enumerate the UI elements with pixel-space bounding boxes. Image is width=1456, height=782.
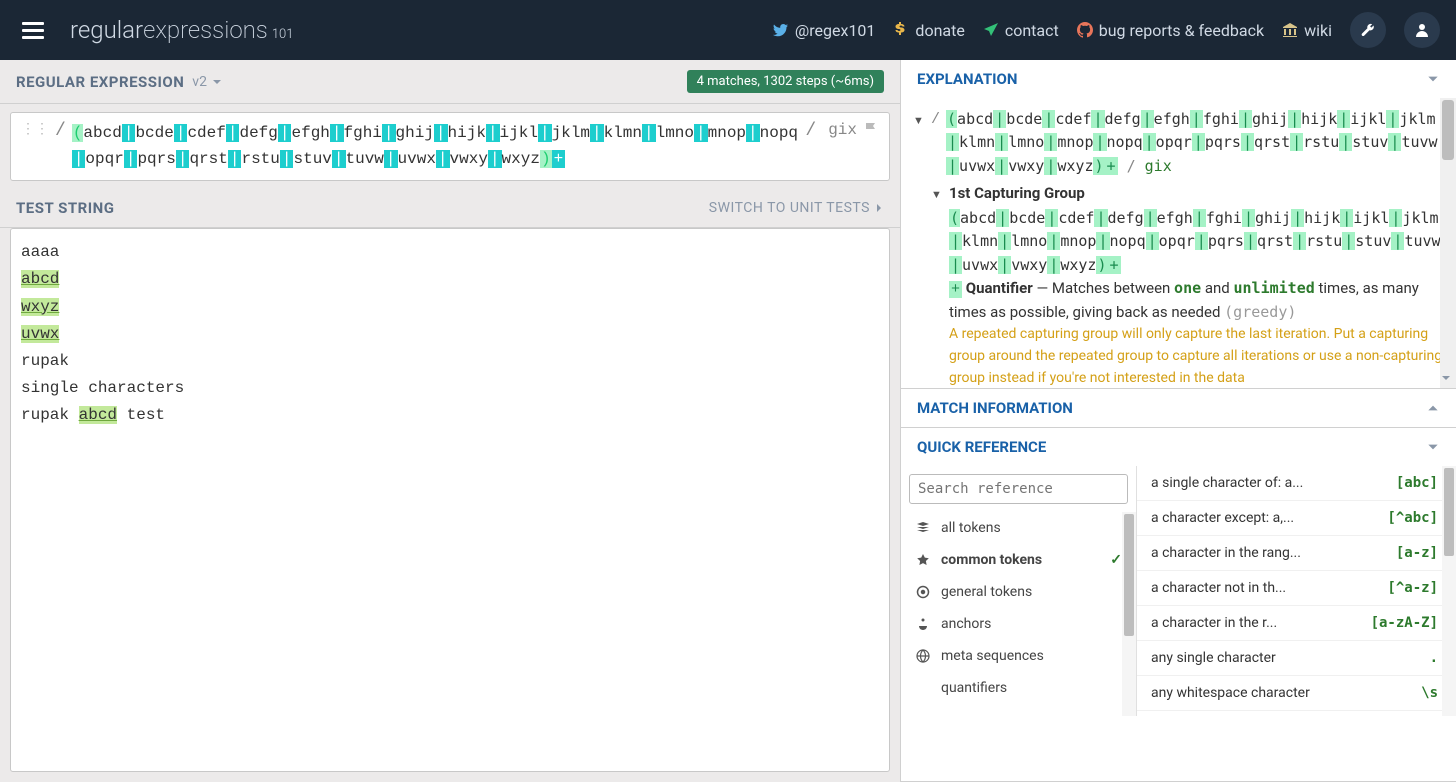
- twitter-icon: [773, 22, 789, 38]
- check-icon: ✓: [1110, 552, 1122, 568]
- regex-input[interactable]: ⋮⋮ / (abcd|bcde|cdef|defg|efgh|fghi|ghij…: [10, 112, 890, 181]
- quick-ref-header[interactable]: QUICK REFERENCE: [901, 428, 1456, 466]
- regex-version: v2: [192, 74, 207, 90]
- warning-text: A repeated capturing group will only cap…: [913, 324, 1444, 388]
- regex-title: REGULAR EXPRESSION: [16, 73, 184, 91]
- chevron-down-icon: [1426, 440, 1440, 454]
- ref-item[interactable]: any whitespace character\s: [1137, 676, 1456, 711]
- test-section-header: TEST STRING SWITCH TO UNIT TESTS: [0, 189, 900, 228]
- anchor-icon: [915, 617, 931, 631]
- nav-wiki[interactable]: wiki: [1282, 21, 1332, 40]
- chevron-up-icon: [1426, 401, 1440, 415]
- capturing-group-label: 1st Capturing Group: [949, 182, 1085, 205]
- logo-sub: 101: [272, 27, 294, 42]
- nav-donate[interactable]: donate: [893, 21, 964, 40]
- collapse-icon[interactable]: [1426, 401, 1440, 415]
- quick-ref-body: all tokenscommon tokens✓general tokensan…: [901, 466, 1456, 716]
- category-quantifiers[interactable]: quantifiers: [901, 672, 1136, 704]
- chevron-down-icon: [1426, 72, 1440, 86]
- version-dropdown[interactable]: [211, 76, 223, 88]
- explanation-body: ▼ / (abcd|bcde|cdef|defg|efgh|fghi|ghij|…: [901, 98, 1456, 388]
- ref-item[interactable]: a character not in th...[^a-z]: [1137, 571, 1456, 606]
- nav: @regex101 donate contact bug reports & feed…: [773, 12, 1440, 48]
- quantifier-label: Quantifier: [966, 279, 1033, 297]
- quick-ref-title: QUICK REFERENCE: [917, 438, 1046, 456]
- ref-item[interactable]: a character in the r...[a-zA-Z]: [1137, 606, 1456, 641]
- globe-icon: [915, 649, 931, 663]
- ref-item[interactable]: a single character of: a...[abc]: [1137, 466, 1456, 501]
- chevron-right-icon: [874, 203, 884, 213]
- match-info-title: MATCH INFORMATION: [917, 399, 1073, 417]
- nav-contact[interactable]: contact: [983, 21, 1059, 40]
- switch-unit-tests-link[interactable]: SWITCH TO UNIT TESTS: [709, 200, 884, 216]
- quick-reference-panel: QUICK REFERENCE all tokenscommon tokens✓…: [901, 428, 1456, 782]
- wrench-icon: [1360, 22, 1376, 38]
- category-general-tokens[interactable]: general tokens: [901, 576, 1136, 608]
- expand-toggle[interactable]: ▼: [931, 186, 943, 203]
- collapse-icon[interactable]: [1426, 72, 1440, 86]
- regex-section-header: REGULAR EXPRESSION v2 4 matches, 1302 st…: [0, 60, 900, 104]
- stack-icon: [915, 521, 931, 535]
- chevron-down-icon: [211, 76, 223, 88]
- explanation-title: EXPLANATION: [917, 70, 1017, 88]
- ref-item[interactable]: a character in the rang...[a-z]: [1137, 536, 1456, 571]
- bank-icon: [1282, 22, 1298, 38]
- collapse-icon[interactable]: [1426, 440, 1440, 454]
- logo-text-1: regular: [70, 16, 143, 44]
- flag-icon[interactable]: [863, 121, 879, 137]
- drag-handle[interactable]: ⋮⋮: [21, 121, 49, 138]
- regex-delim-open: /: [55, 121, 66, 141]
- left-panel: REGULAR EXPRESSION v2 4 matches, 1302 st…: [0, 60, 900, 782]
- explanation-group-regex: (abcd|bcde|cdef|defg|efgh|fghi|ghij|hijk…: [931, 207, 1444, 277]
- scroll-down-icon[interactable]: [1440, 372, 1452, 384]
- logo-text-2: expressions: [143, 16, 268, 44]
- match-badge: 4 matches, 1302 steps (~6ms): [687, 70, 884, 93]
- ref-item[interactable]: any single character.: [1137, 641, 1456, 676]
- right-panel: EXPLANATION ▼ / (abcd|bcde|cdef|defg|efg…: [900, 60, 1456, 782]
- quick-ref-categories: all tokenscommon tokens✓general tokensan…: [901, 466, 1137, 716]
- target-icon: [915, 585, 931, 599]
- scrollbar[interactable]: [1442, 466, 1456, 716]
- quick-ref-items: a single character of: a...[abc]a charac…: [1137, 466, 1456, 716]
- user-icon: [1414, 22, 1430, 38]
- test-title: TEST STRING: [16, 199, 114, 217]
- plus-token: +: [949, 281, 962, 298]
- explanation-panel: EXPLANATION ▼ / (abcd|bcde|cdef|defg|efg…: [901, 60, 1456, 389]
- test-string-input[interactable]: aaaaabcdwxyzuvwxrupaksingle charactersru…: [10, 228, 890, 772]
- category-meta-sequences[interactable]: meta sequences: [901, 640, 1136, 672]
- regex-content[interactable]: (abcd|bcde|cdef|defg|efgh|fghi|ghij|hijk…: [72, 121, 800, 172]
- category-all-tokens[interactable]: all tokens: [901, 512, 1136, 544]
- regex-delim-close: /: [805, 121, 816, 141]
- settings-button[interactable]: [1350, 12, 1386, 48]
- search-input[interactable]: [909, 474, 1128, 504]
- category-anchors[interactable]: anchors: [901, 608, 1136, 640]
- menu-button[interactable]: [16, 12, 50, 49]
- category-common-tokens[interactable]: common tokens✓: [901, 544, 1136, 576]
- scrollbar[interactable]: [1440, 98, 1456, 388]
- scrollbar[interactable]: [1122, 512, 1136, 716]
- star-icon: [915, 553, 931, 567]
- search-wrapper: [909, 474, 1128, 504]
- regex-flags[interactable]: gix: [828, 121, 857, 139]
- nav-bug-reports---feedback[interactable]: bug reports & feedback: [1077, 21, 1264, 40]
- dollar-icon: [893, 22, 909, 38]
- plane-icon: [983, 22, 999, 38]
- ref-item[interactable]: a character except: a,...[^abc]: [1137, 501, 1456, 536]
- explanation-regex-line: (abcd|bcde|cdef|defg|efgh|fghi|ghij|hijk…: [946, 108, 1444, 178]
- github-icon: [1077, 22, 1093, 38]
- app-header: regularexpressions 101 @regex101 donate con…: [0, 0, 1456, 60]
- match-info-header[interactable]: MATCH INFORMATION: [901, 389, 1456, 427]
- match-info-panel: MATCH INFORMATION: [901, 389, 1456, 428]
- user-button[interactable]: [1404, 12, 1440, 48]
- asterisk-icon: [915, 681, 931, 695]
- explanation-header[interactable]: EXPLANATION: [901, 60, 1456, 98]
- nav--regex---[interactable]: @regex101: [773, 21, 876, 40]
- expand-toggle[interactable]: ▼: [913, 112, 925, 129]
- logo[interactable]: regularexpressions 101: [70, 16, 293, 44]
